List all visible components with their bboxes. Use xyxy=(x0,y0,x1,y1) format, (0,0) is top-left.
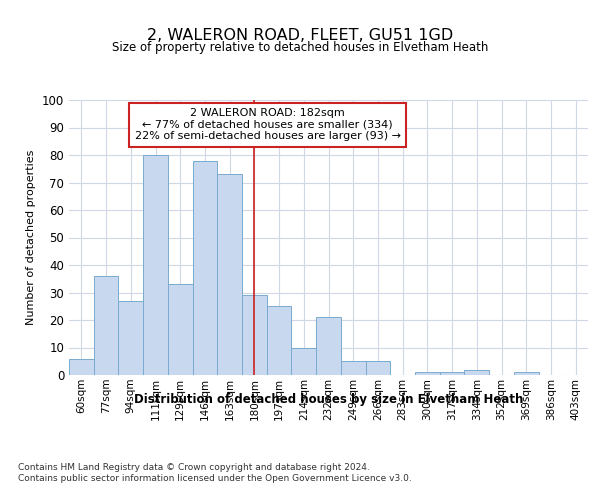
Bar xyxy=(316,318,341,375)
Bar xyxy=(514,372,539,375)
Bar xyxy=(143,155,168,375)
Bar xyxy=(217,174,242,375)
Bar xyxy=(242,295,267,375)
Bar xyxy=(292,348,316,375)
Bar xyxy=(69,358,94,375)
Bar xyxy=(94,276,118,375)
Bar xyxy=(118,300,143,375)
Y-axis label: Number of detached properties: Number of detached properties xyxy=(26,150,37,325)
Text: 2, WALERON ROAD, FLEET, GU51 1GD: 2, WALERON ROAD, FLEET, GU51 1GD xyxy=(147,28,453,42)
Bar xyxy=(168,284,193,375)
Text: Contains public sector information licensed under the Open Government Licence v3: Contains public sector information licen… xyxy=(18,474,412,483)
Bar xyxy=(440,372,464,375)
Bar xyxy=(193,160,217,375)
Text: Distribution of detached houses by size in Elvetham Heath: Distribution of detached houses by size … xyxy=(134,392,523,406)
Bar xyxy=(464,370,489,375)
Bar xyxy=(341,361,365,375)
Text: 2 WALERON ROAD: 182sqm
← 77% of detached houses are smaller (334)
22% of semi-de: 2 WALERON ROAD: 182sqm ← 77% of detached… xyxy=(134,108,401,142)
Bar xyxy=(267,306,292,375)
Bar xyxy=(415,372,440,375)
Bar xyxy=(365,361,390,375)
Text: Contains HM Land Registry data © Crown copyright and database right 2024.: Contains HM Land Registry data © Crown c… xyxy=(18,462,370,471)
Text: Size of property relative to detached houses in Elvetham Heath: Size of property relative to detached ho… xyxy=(112,41,488,54)
